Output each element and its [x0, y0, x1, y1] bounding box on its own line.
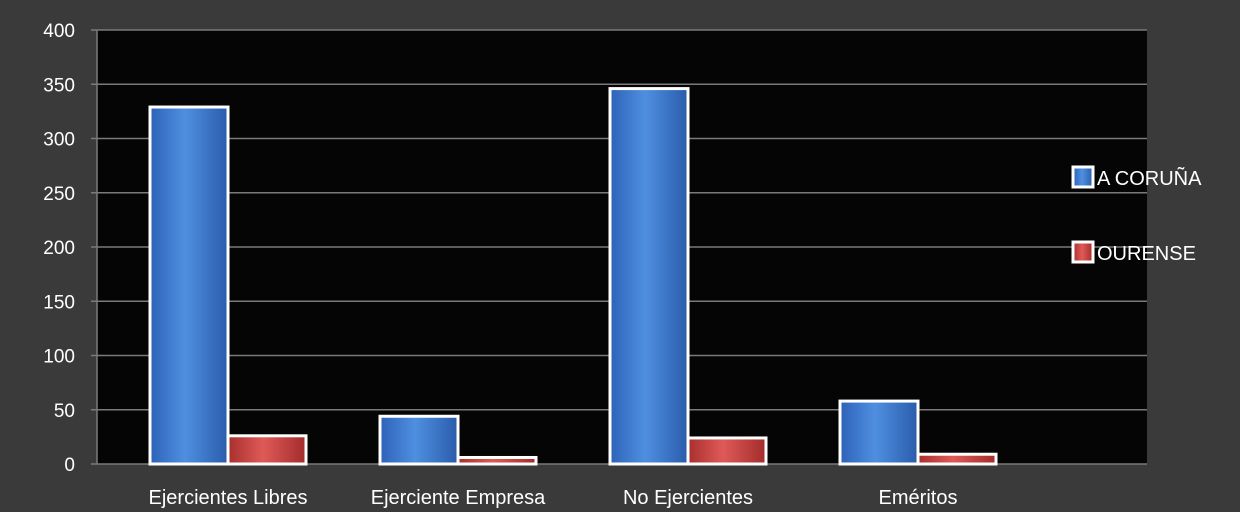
legend-swatch: [1071, 165, 1095, 189]
y-tick-label: 50: [54, 401, 75, 422]
bar-ourense-0: [226, 434, 308, 466]
bar-a-coruna-2: [608, 87, 690, 466]
x-axis: Ejercientes Libres Ejerciente Empresa No E…: [149, 487, 958, 509]
legend-swatch: [1071, 240, 1095, 264]
y-tick-label: 200: [43, 238, 75, 259]
legend: A CORUÑA OURENSE: [1071, 165, 1202, 265]
y-tick-label: 0: [64, 455, 75, 476]
bar-a-coruna-0: [148, 105, 230, 466]
y-axis: 0 50 100 150 200 250 300 350 400: [43, 21, 98, 476]
y-tick-label: 350: [43, 75, 75, 96]
y-tick-label: 150: [43, 292, 75, 313]
bars: [148, 87, 998, 466]
x-tick-label: Eméritos: [879, 487, 958, 509]
bar-ourense-1: [456, 455, 538, 466]
legend-label: A CORUÑA: [1097, 166, 1202, 190]
x-tick-label: Ejercientes Libres: [149, 487, 308, 509]
bar-ourense-2: [686, 436, 768, 466]
y-tick-label: 300: [43, 130, 75, 151]
legend-label: OURENSE: [1097, 243, 1196, 265]
x-tick-label: No Ejercientes: [623, 487, 753, 509]
y-tick-label: 250: [43, 184, 75, 205]
y-tick-label: 100: [43, 347, 75, 368]
bar-a-coruna-3: [838, 399, 920, 466]
x-tick-label: Ejerciente Empresa: [371, 487, 546, 509]
bar-ourense-3: [916, 452, 998, 466]
bar-a-coruna-1: [378, 414, 460, 466]
y-tick-label: 400: [43, 21, 75, 42]
